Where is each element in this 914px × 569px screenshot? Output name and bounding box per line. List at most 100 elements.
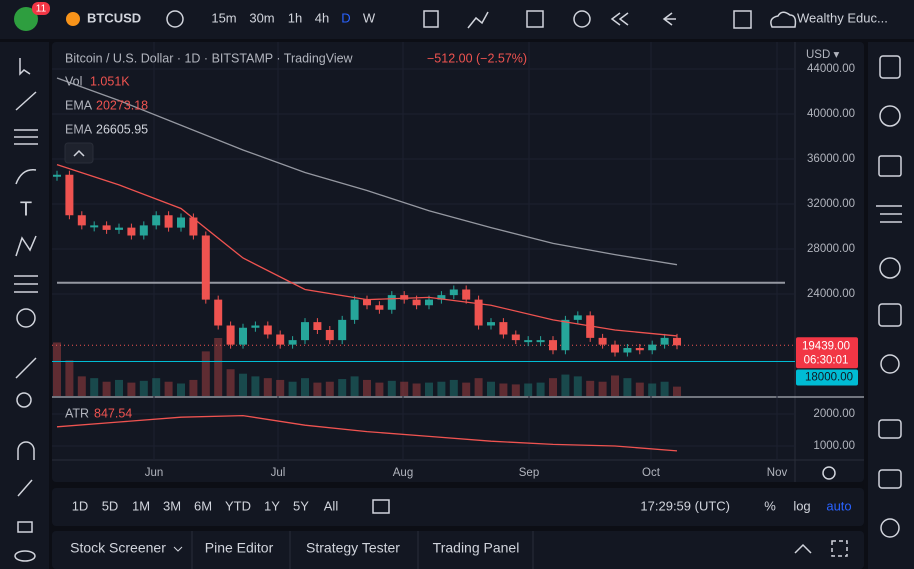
range-button[interactable]: 5D [102, 498, 119, 513]
candle [65, 174, 74, 216]
alerts[interactable] [879, 105, 901, 127]
candle [239, 327, 247, 345]
hotlists[interactable] [879, 257, 901, 279]
interval[interactable]: 30m [249, 10, 274, 25]
volume-bar [611, 375, 619, 396]
y-tick-label: 28000.00 [807, 243, 855, 255]
interval[interactable]: D [341, 10, 350, 25]
ideas-stream[interactable] [880, 354, 900, 374]
panel-tab[interactable]: Strategy Tester [306, 540, 400, 556]
candle [189, 217, 198, 236]
collapse-panel[interactable] [794, 543, 812, 554]
x-tick-label: Aug [393, 467, 413, 479]
indicators[interactable] [467, 11, 489, 29]
add-symbol[interactable] [166, 10, 184, 28]
candle [201, 235, 210, 300]
interval[interactable]: W [363, 10, 376, 25]
watchlist[interactable] [879, 55, 901, 79]
maximize-panel[interactable] [831, 540, 848, 557]
vol-label: Vol [65, 74, 82, 88]
candle-type[interactable] [423, 10, 439, 28]
legend-change: −512.00 (−2.57%) [427, 51, 527, 65]
layout[interactable] [526, 10, 544, 28]
candle [350, 299, 359, 320]
ideas[interactable] [876, 205, 902, 223]
range-button[interactable]: 1Y [264, 498, 280, 513]
percent-toggle[interactable]: % [764, 498, 776, 513]
calendar[interactable] [878, 303, 902, 327]
range-button[interactable]: 5Y [293, 498, 309, 513]
fullscreen[interactable] [733, 10, 752, 29]
range-button[interactable]: 1M [132, 498, 150, 513]
volume-bar [127, 382, 136, 396]
visibility[interactable] [14, 550, 36, 562]
volume-bar [586, 380, 595, 396]
undo[interactable] [662, 12, 676, 26]
date-range[interactable] [372, 499, 390, 514]
currency[interactable]: USD ▾ [806, 49, 839, 61]
replay[interactable] [610, 12, 629, 26]
stay-drawing[interactable] [17, 479, 33, 497]
settings[interactable] [822, 466, 836, 480]
avatar[interactable] [14, 7, 38, 31]
line-tool[interactable] [15, 91, 37, 111]
symbol[interactable]: BTCUSD [87, 10, 141, 25]
volume-bar [226, 369, 235, 396]
text-tool[interactable]: T [20, 198, 32, 220]
brush-tool[interactable] [15, 169, 37, 185]
help[interactable] [880, 518, 900, 538]
alert[interactable] [573, 10, 591, 28]
interval[interactable]: 15m [211, 10, 236, 25]
volume-bar [139, 380, 148, 396]
interval[interactable]: 4h [315, 10, 329, 25]
zoom[interactable] [16, 392, 32, 408]
badge [32, 2, 50, 15]
panel-tab[interactable]: Trading Panel [433, 540, 520, 556]
y-tick-label: 2000.00 [813, 408, 855, 420]
layout-name[interactable]: Wealthy Educ... [797, 10, 888, 25]
news[interactable] [878, 155, 902, 177]
interval[interactable]: 1h [288, 10, 302, 25]
pattern-tool[interactable] [15, 235, 37, 257]
candle [90, 225, 99, 228]
collapse-legend[interactable] [64, 142, 94, 164]
range-button[interactable]: 3M [163, 498, 181, 513]
lock[interactable] [17, 521, 33, 533]
candle [177, 217, 185, 228]
volume-bar [524, 383, 533, 396]
ema-label: EMA [65, 122, 93, 136]
fib-tool[interactable] [14, 129, 38, 145]
cloud[interactable] [770, 11, 797, 28]
auto-toggle[interactable]: auto [826, 498, 851, 513]
candle [139, 225, 148, 236]
range-button[interactable]: 1D [72, 498, 89, 513]
x-tick-label: Sep [519, 467, 539, 479]
range-button[interactable]: All [324, 498, 339, 513]
prediction-tool[interactable] [14, 275, 38, 293]
chats[interactable] [878, 419, 902, 439]
cursor-tool[interactable] [19, 58, 31, 76]
btc-icon [66, 12, 80, 26]
panel-tab[interactable]: Pine Editor [205, 540, 274, 556]
ruler[interactable] [15, 357, 37, 379]
range-button[interactable]: YTD [225, 498, 251, 513]
magnet[interactable] [17, 441, 35, 460]
volume-bar [338, 379, 347, 396]
volume-bar [164, 381, 173, 396]
messages[interactable] [878, 469, 902, 489]
candle [511, 334, 520, 341]
price-label: 19439.00 [802, 340, 850, 352]
volume-bar [660, 381, 669, 396]
log-toggle[interactable]: log [793, 498, 810, 513]
volume-bar [536, 382, 545, 396]
range-button[interactable]: 6M [194, 498, 212, 513]
candle [53, 174, 61, 177]
volume-bar [387, 380, 396, 396]
panel-tab[interactable]: Stock Screener [70, 540, 166, 556]
ema1-value: 20273.18 [96, 98, 148, 112]
candle [375, 305, 384, 310]
candle [561, 319, 570, 351]
volume-bar [251, 376, 260, 396]
icon-tool[interactable] [16, 308, 36, 328]
